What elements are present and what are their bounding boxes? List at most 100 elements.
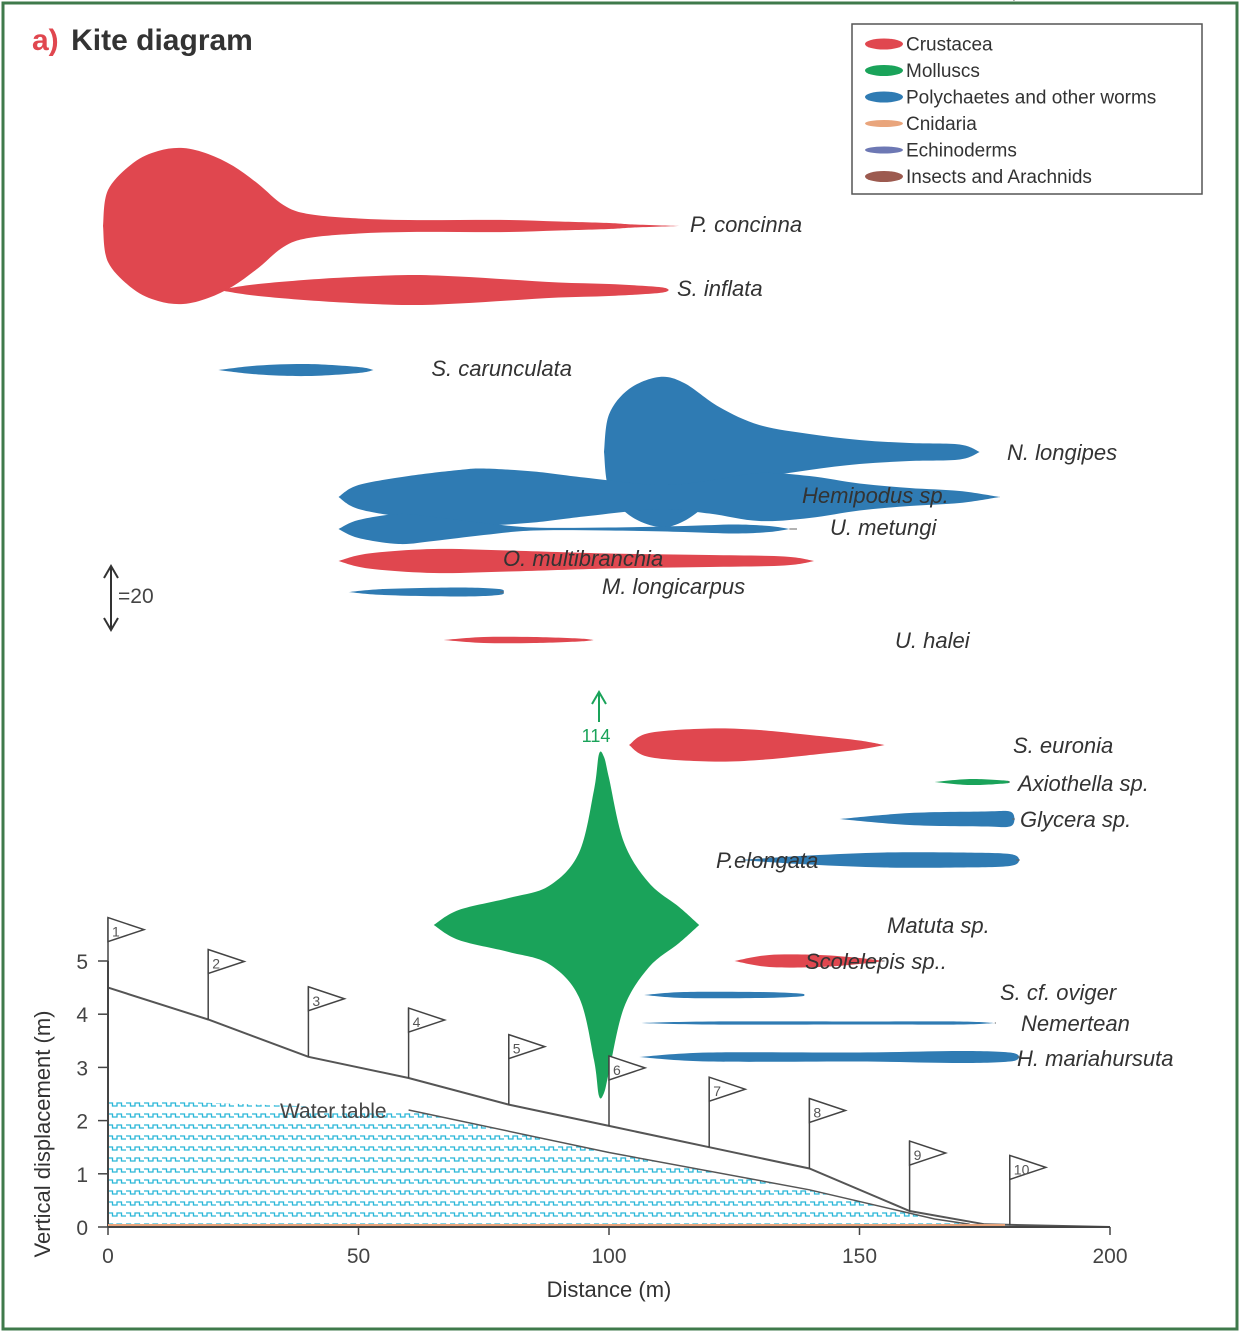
flag-number: 3 bbox=[312, 993, 320, 1009]
water-table-label: Water table bbox=[280, 1100, 387, 1123]
axes: 0 50 100 150 200 0 1 2 3 4 5 Distance (m) Vertical d… bbox=[30, 951, 1128, 1302]
scale-arrow-up bbox=[103, 564, 119, 579]
legend-swatch bbox=[865, 171, 903, 182]
species-label-matuta-sp: Matuta sp. bbox=[887, 913, 990, 938]
legend-item-polychaetes-and-other-worms: Polychaetes and other worms bbox=[865, 88, 1156, 109]
kite-s-cf-oviger bbox=[639, 1021, 995, 1025]
kite-u-halei bbox=[629, 728, 885, 762]
scale-bar: =20 bbox=[103, 564, 154, 632]
kite-s-inflata bbox=[218, 274, 670, 306]
legend-item-echinoderms: Echinoderms bbox=[865, 141, 1017, 162]
transect-flag-2: 2 bbox=[207, 948, 247, 1020]
x-tick-label: 150 bbox=[842, 1245, 877, 1268]
max-annotation: 114 bbox=[582, 690, 610, 1008]
legend-swatch bbox=[865, 65, 903, 76]
species-label-s-carunculata: S. carunculata bbox=[431, 356, 572, 381]
legend-swatch bbox=[865, 91, 903, 103]
species-label-u-metungi: U. metungi bbox=[830, 515, 937, 540]
species-label-n-longipes: N. longipes bbox=[1007, 440, 1117, 465]
flag-pennant bbox=[808, 1097, 848, 1124]
species-label-axiothella-sp: Axiothella sp. bbox=[1016, 771, 1149, 796]
kite-m-longicarpus bbox=[443, 636, 594, 644]
species-label-s-inflata: S. inflata bbox=[677, 276, 763, 301]
kite-s-euronia bbox=[934, 778, 1010, 786]
transect-flag-5: 5 bbox=[508, 1033, 548, 1105]
flag-pennant bbox=[207, 948, 247, 975]
legend: Crustacea Molluscs Polychaetes and other w… bbox=[851, 23, 1203, 195]
y-tick-label: 3 bbox=[76, 1057, 88, 1080]
legend-label: Insects and Arachnids bbox=[906, 167, 1092, 188]
legend-item-crustacea: Crustacea bbox=[865, 35, 993, 56]
legend-swatch bbox=[865, 120, 903, 127]
transect-flag-8: 8 bbox=[808, 1097, 848, 1169]
y-tick-label: 0 bbox=[76, 1217, 88, 1240]
water-table-area bbox=[108, 1099, 970, 1227]
flag-number: 7 bbox=[713, 1083, 721, 1099]
legend-swatch bbox=[865, 146, 903, 154]
legend-label: Polychaetes and other worms bbox=[906, 88, 1156, 109]
legend-item-molluscs: Molluscs bbox=[865, 61, 980, 82]
y-axis-label: Vertical displacement (m) bbox=[30, 1011, 55, 1258]
x-tick-label: 100 bbox=[591, 1245, 626, 1268]
panel-letter: a) bbox=[32, 24, 59, 57]
transect-flag-3: 3 bbox=[307, 985, 347, 1057]
species-labels: P. concinna S. inflata S. carunculata N. lo… bbox=[431, 0, 1174, 1071]
max-arrow-down bbox=[591, 975, 607, 1008]
species-label-nemertean: Nemertean bbox=[1021, 1011, 1130, 1036]
kite-o-multibranchia bbox=[348, 587, 504, 597]
kite-u-metungi bbox=[338, 548, 815, 574]
flag-pennant bbox=[307, 985, 347, 1012]
kite-p-concinna bbox=[103, 147, 680, 305]
legend-label: Cnidaria bbox=[906, 114, 977, 135]
y-tick-label: 4 bbox=[76, 1004, 88, 1027]
legend-item-insects-and-arachnids: Insects and Arachnids bbox=[865, 167, 1092, 188]
species-label-hemipodus-sp: Hemipodus sp. bbox=[802, 483, 949, 508]
y-tick-label: 2 bbox=[76, 1111, 88, 1134]
legend-label: Crustacea bbox=[906, 35, 993, 56]
flag-number: 2 bbox=[212, 956, 220, 972]
flag-pennant bbox=[608, 1054, 648, 1081]
title-text: Kite diagram bbox=[71, 24, 253, 57]
transect-flag-1: 1 bbox=[107, 916, 147, 988]
species-label-p-elongata: P.elongata bbox=[716, 848, 818, 873]
species-label-glycera-sp: Glycera sp. bbox=[1020, 807, 1131, 832]
flag-pennant bbox=[107, 916, 147, 943]
flag-pennant bbox=[708, 1076, 748, 1103]
legend-label: Echinoderms bbox=[906, 141, 1017, 162]
transect-flag-10: 10 bbox=[1009, 1154, 1049, 1226]
figure-title: a) Kite diagram bbox=[32, 24, 253, 57]
flag-number: 9 bbox=[914, 1147, 922, 1163]
kite-s-carunculata bbox=[218, 363, 374, 377]
species-label-h-mariahursuta: H. mariahursuta bbox=[1017, 1046, 1174, 1071]
x-tick-label: 0 bbox=[102, 1245, 114, 1268]
species-label-u-halei: U. halei bbox=[895, 628, 971, 653]
flag-number: 1 bbox=[112, 924, 120, 940]
kite-n-longipes bbox=[338, 468, 1000, 526]
transect-flag-7: 7 bbox=[708, 1076, 748, 1148]
kite-nemertean bbox=[639, 1051, 1020, 1063]
legend-label: Molluscs bbox=[906, 61, 980, 82]
legend-item-cnidaria: Cnidaria bbox=[865, 114, 977, 135]
kite-scolelepis-sp bbox=[644, 991, 805, 999]
legend-box bbox=[851, 23, 1203, 195]
species-label-s-cf-oviger: S. cf. oviger bbox=[1000, 980, 1118, 1005]
max-arrow-up bbox=[591, 690, 607, 722]
species-label-s-euronia: S. euronia bbox=[1013, 733, 1113, 758]
flag-number: 6 bbox=[613, 1062, 621, 1078]
x-tick-label: 50 bbox=[347, 1245, 370, 1268]
kite-hemipodus-sp bbox=[338, 513, 790, 545]
transect-flag-4: 4 bbox=[407, 1006, 447, 1079]
flag-number: 8 bbox=[813, 1104, 821, 1120]
x-axis-label: Distance (m) bbox=[547, 1277, 672, 1302]
flag-number: 10 bbox=[1014, 1161, 1030, 1177]
species-label-o-multibranchia: O. multibranchia bbox=[503, 546, 663, 571]
flag-pennant bbox=[908, 1139, 948, 1167]
flag-number: 5 bbox=[513, 1041, 521, 1057]
y-tick-label: 5 bbox=[76, 951, 88, 974]
x-tick-label: 200 bbox=[1092, 1245, 1127, 1268]
scale-arrow-down bbox=[103, 617, 119, 632]
beach-profile-plot: Water table 1 2 3 4 5 6 7 8 9 10 bbox=[107, 916, 1111, 1228]
